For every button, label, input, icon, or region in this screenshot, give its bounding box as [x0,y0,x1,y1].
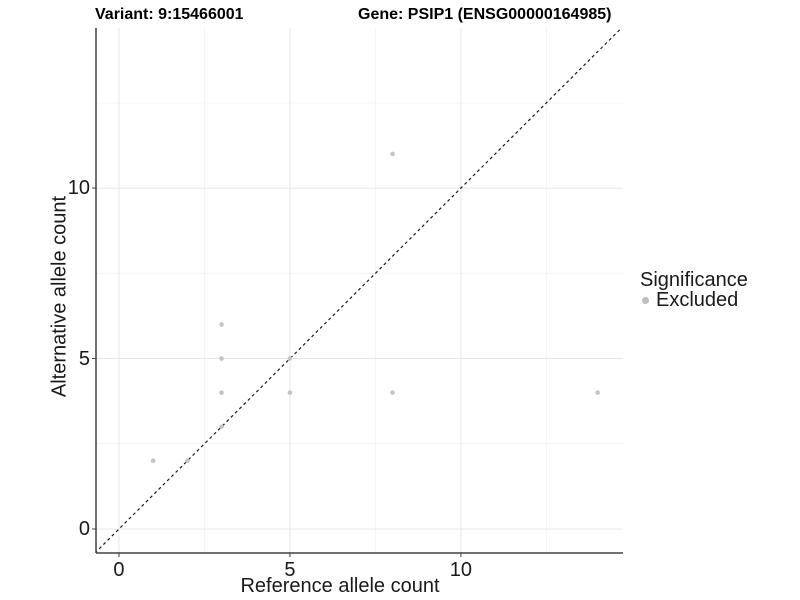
y-axis-title: Alternative allele count [48,195,71,398]
series-excluded [150,151,600,464]
tick-marks [92,187,462,557]
data-point [219,424,224,430]
y-tick-label: 5 [78,347,90,370]
axis-lines [95,28,623,554]
excluded-point-icon [642,297,649,304]
data-point [287,390,293,395]
y-tick-label: 0 [78,517,90,540]
data-point [390,390,395,395]
variant-title: Variant: 9:15466001 [95,6,244,23]
y-tick-label: 10 [67,177,90,200]
identity-reference-line [96,28,623,553]
data-point [185,458,190,464]
data-point [390,151,395,157]
data-point [219,322,224,327]
data-point [219,390,224,395]
gene-title: Gene: PSIP1 (ENSG00000164985) [358,6,612,23]
x-tick-label: 0 [113,559,125,581]
data-point [219,356,224,361]
x-tick-label: 5 [284,559,296,581]
data-point [287,356,293,361]
legend-title: Significance [640,269,748,291]
major-gridlines [96,28,623,553]
x-axis-title: Reference allele count [240,575,440,597]
x-tick-label: 10 [449,559,473,581]
legend-item-excluded: Excluded [642,289,738,312]
minor-gridlines [96,28,623,553]
legend-item-label: Excluded [656,289,739,311]
data-point [150,458,156,464]
data-point [595,390,600,395]
